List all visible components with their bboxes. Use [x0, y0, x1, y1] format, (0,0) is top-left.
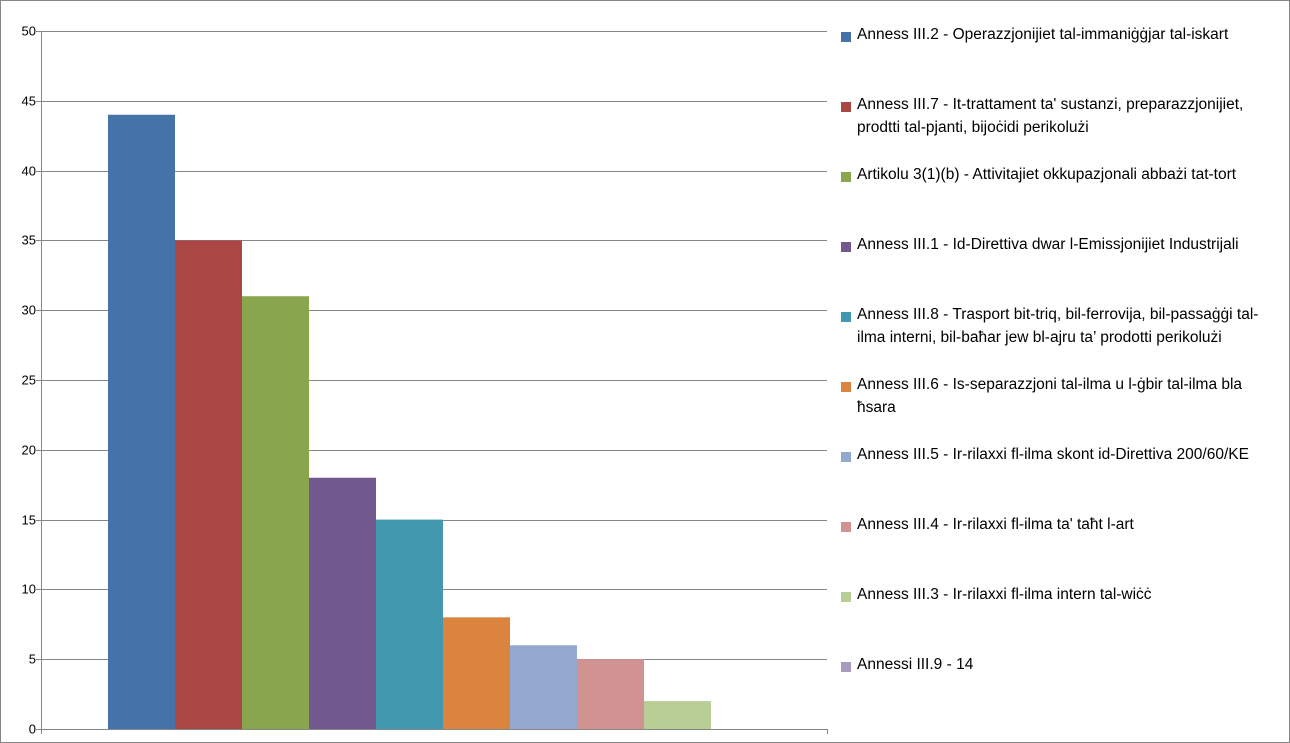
y-tick-label: 40	[22, 164, 36, 179]
legend-swatch	[841, 382, 851, 392]
legend-item-8: Anness III.4 - Ir-rilaxxi fl-ilma ta' ta…	[841, 513, 1281, 536]
legend-label: Anness III.3 - Ir-rilaxxi fl-ilma intern…	[857, 586, 1152, 603]
legend-swatch	[841, 172, 851, 182]
bar-9	[644, 701, 711, 729]
y-tick-label: 15	[22, 513, 36, 528]
legend-swatch	[841, 312, 851, 322]
bar-2	[175, 240, 242, 729]
bar-5	[376, 519, 443, 729]
legend-item-4: Anness III.1 - Id-Direttiva dwar l-Emiss…	[841, 233, 1281, 256]
bar-4	[309, 477, 376, 729]
y-tick-label: 50	[22, 24, 36, 39]
y-axis-ticks: 0 5 10 15 20 25 30 35 40 45 50	[22, 24, 41, 737]
legend-label: Anness III.2 - Operazzjonijiet tal-imman…	[857, 26, 1229, 43]
y-tick-label: 45	[22, 94, 36, 109]
bar-6	[443, 617, 510, 729]
legend-label: Anness III.8 - Trasport bit-triq, bil-fe…	[857, 306, 1259, 346]
bars	[108, 114, 711, 729]
y-tick-label: 35	[22, 233, 36, 248]
y-tick-label: 25	[22, 373, 36, 388]
y-tick-label: 20	[22, 443, 36, 458]
legend-item-1: Anness III.2 - Operazzjonijiet tal-imman…	[841, 23, 1281, 46]
legend-swatch	[841, 32, 851, 42]
y-tick-label: 30	[22, 303, 36, 318]
legend-item-10: Annessi III.9 - 14	[841, 653, 1281, 676]
legend-label: Anness III.7 - It-trattament ta' sustanz…	[857, 96, 1244, 136]
bar-8	[577, 659, 644, 729]
legend-label: Anness III.6 - Is-separazzjoni tal-ilma …	[857, 376, 1243, 416]
legend-swatch	[841, 102, 851, 112]
legend-swatch	[841, 662, 851, 672]
legend-item-6: Anness III.6 - Is-separazzjoni tal-ilma …	[841, 373, 1281, 419]
legend-item-7: Anness III.5 - Ir-rilaxxi fl-ilma skont …	[841, 443, 1281, 466]
legend-label: Artikolu 3(1)(b) - Attivitajiet okkupazj…	[857, 166, 1237, 183]
y-tick-label: 10	[22, 582, 36, 597]
legend-item-9: Anness III.3 - Ir-rilaxxi fl-ilma intern…	[841, 583, 1281, 606]
bar-7	[510, 645, 577, 729]
legend-label: Anness III.4 - Ir-rilaxxi fl-ilma ta' ta…	[857, 516, 1134, 533]
legend-label: Anness III.5 - Ir-rilaxxi fl-ilma skont …	[857, 446, 1249, 463]
bar-1	[108, 114, 175, 729]
bar-3	[242, 296, 309, 729]
legend-swatch	[841, 242, 851, 252]
legend-item-3: Artikolu 3(1)(b) - Attivitajiet okkupazj…	[841, 163, 1281, 186]
legend-item-5: Anness III.8 - Trasport bit-triq, bil-fe…	[841, 303, 1281, 349]
y-tick-label: 5	[29, 652, 36, 667]
legend-item-2: Anness III.7 - It-trattament ta' sustanz…	[841, 93, 1281, 139]
legend-swatch	[841, 452, 851, 462]
legend-swatch	[841, 592, 851, 602]
legend-label: Annessi III.9 - 14	[857, 656, 974, 673]
y-tick-label: 0	[29, 722, 36, 737]
legend-swatch	[841, 522, 851, 532]
axes	[41, 31, 828, 734]
legend-label: Anness III.1 - Id-Direttiva dwar l-Emiss…	[857, 236, 1239, 253]
